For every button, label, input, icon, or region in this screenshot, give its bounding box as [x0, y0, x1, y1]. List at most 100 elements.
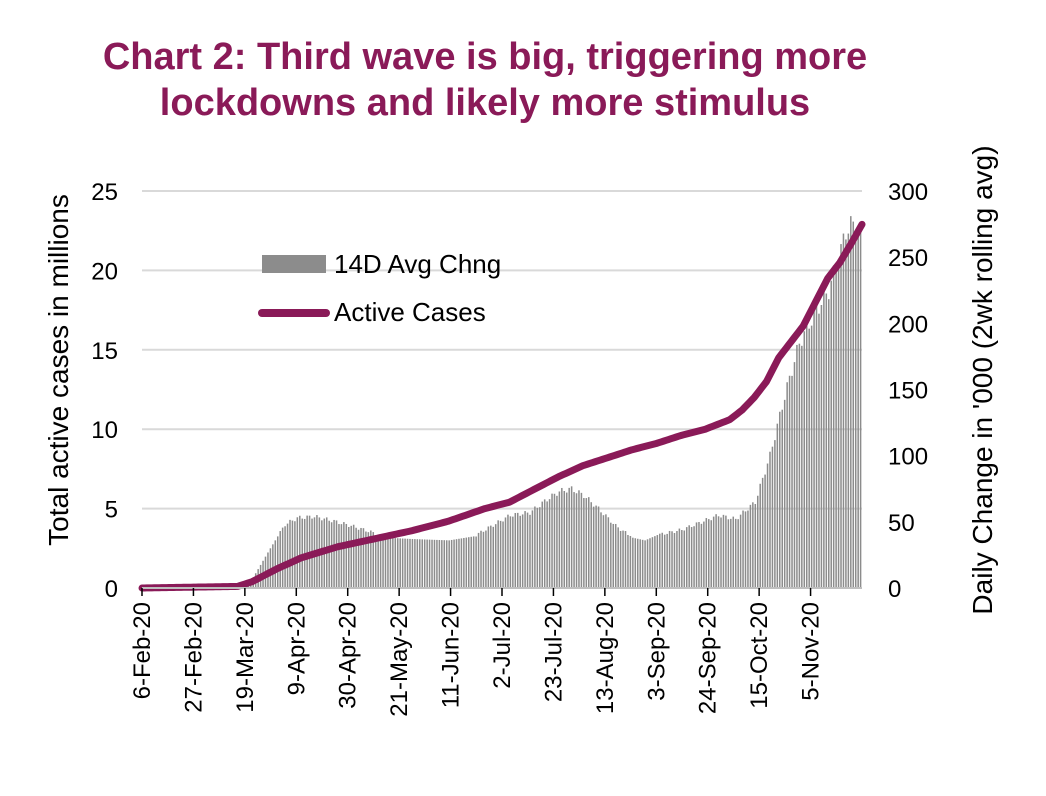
bar — [372, 532, 375, 588]
bar — [433, 539, 436, 588]
bar — [668, 530, 671, 588]
bar — [607, 517, 610, 588]
right-tick-label: 200 — [888, 311, 928, 338]
bar — [411, 539, 414, 588]
bar — [659, 533, 661, 588]
bar — [847, 233, 850, 588]
bar — [850, 216, 852, 588]
bar — [727, 519, 730, 588]
bar — [445, 540, 448, 588]
x-tick-label: 24-Sep-20 — [695, 602, 722, 714]
bar — [749, 504, 752, 588]
bar — [328, 520, 330, 588]
bar — [526, 512, 529, 588]
bar — [654, 536, 656, 588]
bar — [710, 520, 712, 588]
bar — [685, 527, 688, 588]
bar — [801, 345, 803, 588]
x-tick-label: 6-Feb-20 — [129, 602, 156, 699]
bar — [575, 493, 578, 588]
bar — [426, 539, 428, 588]
chart-title: Chart 2: Third wave is big, triggering m… — [102, 36, 868, 124]
left-axis-ticks: 0 5 10 15 20 25 — [91, 179, 118, 603]
bar — [583, 498, 585, 588]
bar — [377, 534, 379, 588]
bar — [460, 538, 463, 589]
x-tick-label: 9-Apr-20 — [283, 602, 310, 695]
bar — [455, 539, 458, 588]
bar — [468, 537, 470, 588]
bar — [335, 520, 338, 588]
x-tick-label: 3-Sep-20 — [643, 602, 670, 701]
bar — [350, 525, 352, 588]
bar — [541, 501, 543, 588]
x-tick-label: 2-Jul-20 — [489, 602, 516, 689]
bar — [441, 540, 443, 588]
bar — [367, 532, 370, 588]
bar — [845, 239, 847, 588]
bar — [673, 533, 676, 588]
bar — [509, 516, 512, 588]
bar — [534, 506, 536, 588]
bar — [330, 522, 333, 588]
bar — [842, 233, 845, 589]
bar — [291, 520, 294, 588]
bar — [392, 537, 394, 588]
bar — [531, 510, 534, 588]
bar — [592, 506, 595, 588]
bar — [612, 523, 615, 588]
right-tick-label: 150 — [888, 378, 928, 405]
bar — [803, 331, 806, 588]
bar — [521, 514, 524, 588]
bar — [568, 487, 570, 588]
bar — [832, 265, 835, 588]
bar — [470, 536, 472, 588]
bar — [333, 519, 335, 588]
bar — [443, 540, 446, 588]
bar — [774, 440, 776, 588]
bar — [497, 520, 499, 588]
bar — [370, 530, 372, 588]
bar — [551, 493, 553, 588]
bar — [859, 224, 862, 589]
bar — [627, 535, 629, 588]
bar — [830, 280, 832, 588]
bar — [394, 538, 397, 588]
bar — [796, 344, 798, 588]
bar — [384, 536, 387, 588]
active-cases-line — [138, 220, 866, 592]
bar — [286, 523, 289, 588]
bar — [825, 293, 828, 588]
bar — [421, 539, 423, 588]
bar — [536, 507, 539, 588]
bar — [739, 514, 742, 588]
bar — [580, 492, 583, 588]
bar — [502, 521, 504, 588]
bar — [416, 539, 419, 588]
bar — [365, 531, 367, 588]
bar — [678, 528, 681, 588]
right-tick-label: 100 — [888, 444, 928, 471]
bar — [781, 409, 783, 588]
x-tick-label: 27-Feb-20 — [180, 602, 207, 713]
bar — [708, 519, 710, 588]
bar — [487, 526, 490, 588]
bar — [597, 506, 600, 588]
right-tick-label: 50 — [888, 510, 915, 537]
bar — [414, 539, 416, 588]
bar — [810, 325, 813, 588]
bar — [744, 511, 747, 588]
bar — [561, 487, 563, 588]
bar — [759, 483, 761, 588]
bar — [399, 538, 401, 589]
bar — [779, 411, 781, 588]
bar — [453, 539, 455, 588]
bar — [688, 525, 690, 588]
bar — [791, 375, 793, 588]
bar — [828, 299, 830, 588]
bar — [737, 519, 739, 588]
bar — [475, 536, 477, 588]
bar — [345, 523, 348, 588]
right-tick-label: 0 — [888, 576, 901, 603]
bar — [450, 539, 453, 588]
